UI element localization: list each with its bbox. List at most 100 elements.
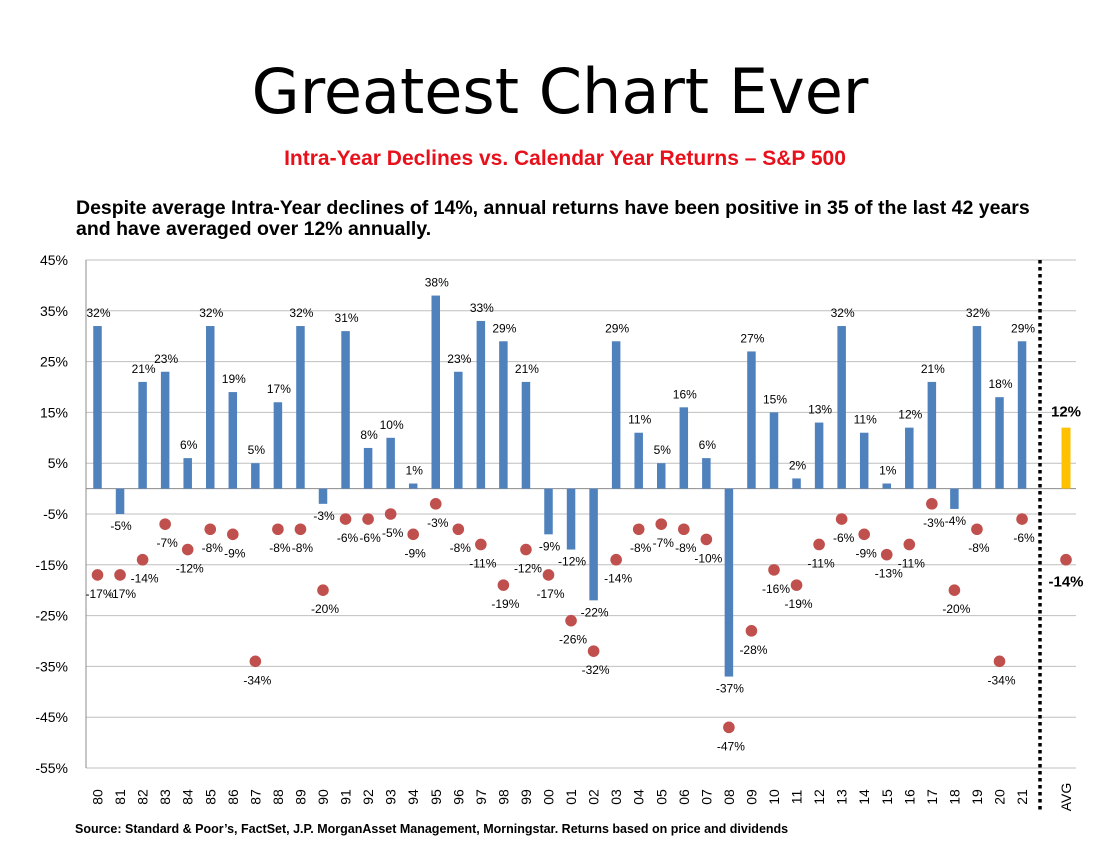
decline-label: -7%	[156, 536, 178, 550]
average-return-label: 12%	[1051, 404, 1081, 421]
decline-dot	[880, 548, 893, 561]
return-label: 21%	[132, 362, 156, 376]
return-label: 5%	[248, 443, 266, 457]
return-bar	[589, 488, 598, 601]
headline-text: Despite average Intra-Year declines of 1…	[76, 197, 1030, 240]
return-bar	[702, 458, 711, 489]
y-tick-label: -35%	[35, 658, 68, 674]
decline-dot	[272, 523, 284, 536]
decline-label: -12%	[176, 562, 204, 576]
decline-dot	[587, 645, 600, 657]
decline-label: -17%	[536, 587, 564, 601]
x-tick-label: 94	[405, 789, 421, 805]
decline-label: -47%	[717, 739, 745, 753]
return-label: 27%	[740, 331, 764, 345]
x-tick-label: 85	[202, 789, 218, 805]
x-tick-label: 91	[338, 789, 354, 805]
x-tick-label: 01	[563, 789, 579, 805]
decline-label: -8%	[630, 541, 652, 555]
decline-dot	[768, 564, 780, 576]
decline-label: -10%	[694, 551, 722, 565]
return-bar	[679, 407, 689, 489]
decline-label: -8%	[292, 541, 314, 555]
return-labels: 32%-5%21%23%6%32%19%5%17%32%-3%31%8%10%1…	[86, 276, 1035, 696]
return-label: 32%	[966, 306, 990, 320]
chart-subtitle: Intra-Year Declines vs. Calendar Year Re…	[284, 147, 846, 170]
return-bar	[138, 381, 147, 489]
return-label: 11%	[628, 413, 651, 427]
return-label: 38%	[425, 276, 449, 290]
page-title: Greatest Chart Ever	[251, 55, 869, 128]
return-label: -5%	[110, 519, 132, 533]
x-tick-label-avg: AVG	[1058, 783, 1074, 812]
x-tick-label: 21	[1014, 789, 1030, 805]
decline-label: -26%	[559, 633, 587, 647]
return-bar	[859, 432, 869, 489]
decline-dot	[926, 498, 938, 510]
y-tick-label: -45%	[35, 709, 68, 725]
decline-label: -9%	[224, 546, 246, 560]
grid-lines	[85, 259, 1076, 769]
x-tick-label: 04	[631, 789, 647, 805]
decline-dot	[790, 579, 803, 591]
decline-label: -6%	[337, 531, 359, 545]
x-tick-label: 92	[360, 789, 376, 805]
return-bar	[521, 381, 531, 489]
decline-dot	[565, 614, 577, 627]
x-tick-label: 81	[112, 789, 128, 805]
decline-dot	[475, 538, 487, 551]
return-bar	[363, 447, 373, 489]
return-bar	[657, 463, 666, 489]
return-bar	[566, 488, 576, 550]
decline-label: -13%	[875, 567, 903, 581]
x-tick-label: 90	[315, 789, 331, 805]
return-label: 31%	[335, 311, 359, 325]
return-label: 32%	[289, 306, 313, 320]
decline-dot	[971, 523, 983, 536]
decline-label: -8%	[269, 541, 291, 555]
x-tick-label: 20	[992, 789, 1008, 805]
return-bar	[251, 463, 260, 489]
x-tick-label: 16	[901, 789, 917, 805]
decline-dot	[700, 533, 713, 546]
decline-dot	[384, 508, 397, 520]
x-tick-label: 89	[292, 789, 308, 805]
return-bar	[972, 326, 982, 489]
decline-label: -9%	[405, 546, 427, 560]
decline-label: -34%	[987, 673, 1015, 687]
x-tick-label: 06	[676, 789, 692, 805]
return-label: 2%	[789, 458, 807, 472]
decline-dot	[723, 721, 735, 734]
return-bar	[454, 371, 463, 489]
return-label: 16%	[673, 387, 697, 401]
return-label: 15%	[763, 392, 787, 406]
return-bar	[724, 488, 734, 677]
x-tick-label: 19	[969, 789, 985, 805]
decline-label: -11%	[898, 556, 925, 570]
decline-dot	[227, 528, 239, 541]
decline-label: -9%	[856, 546, 878, 560]
return-bar	[611, 341, 621, 489]
return-bar	[1017, 341, 1027, 489]
x-tick-label: 83	[157, 789, 173, 805]
decline-label: -6%	[359, 531, 381, 545]
x-tick-label: 80	[90, 789, 106, 805]
decline-label: -11%	[808, 556, 835, 570]
average-group: 12% -14% AVG	[1038, 260, 1084, 812]
decline-label: -6%	[1013, 531, 1035, 545]
decline-label: -8%	[968, 541, 990, 555]
return-label: 11%	[854, 413, 877, 427]
return-bar	[837, 326, 846, 489]
decline-dot	[520, 543, 532, 556]
return-bar	[408, 483, 418, 489]
return-bar	[747, 351, 756, 489]
decline-dot	[655, 518, 668, 530]
x-tick-label: 98	[495, 789, 511, 805]
decline-label: -19%	[785, 597, 813, 611]
decline-dot	[1016, 513, 1028, 525]
decline-label: -20%	[942, 602, 970, 616]
decline-labels: -17%-17%-14%-7%-12%-8% -9%-34%-8% -8%-20%-…	[85, 516, 1035, 754]
return-label: 1%	[879, 464, 897, 478]
return-label: 10%	[380, 418, 404, 432]
return-label: 23%	[154, 352, 178, 366]
